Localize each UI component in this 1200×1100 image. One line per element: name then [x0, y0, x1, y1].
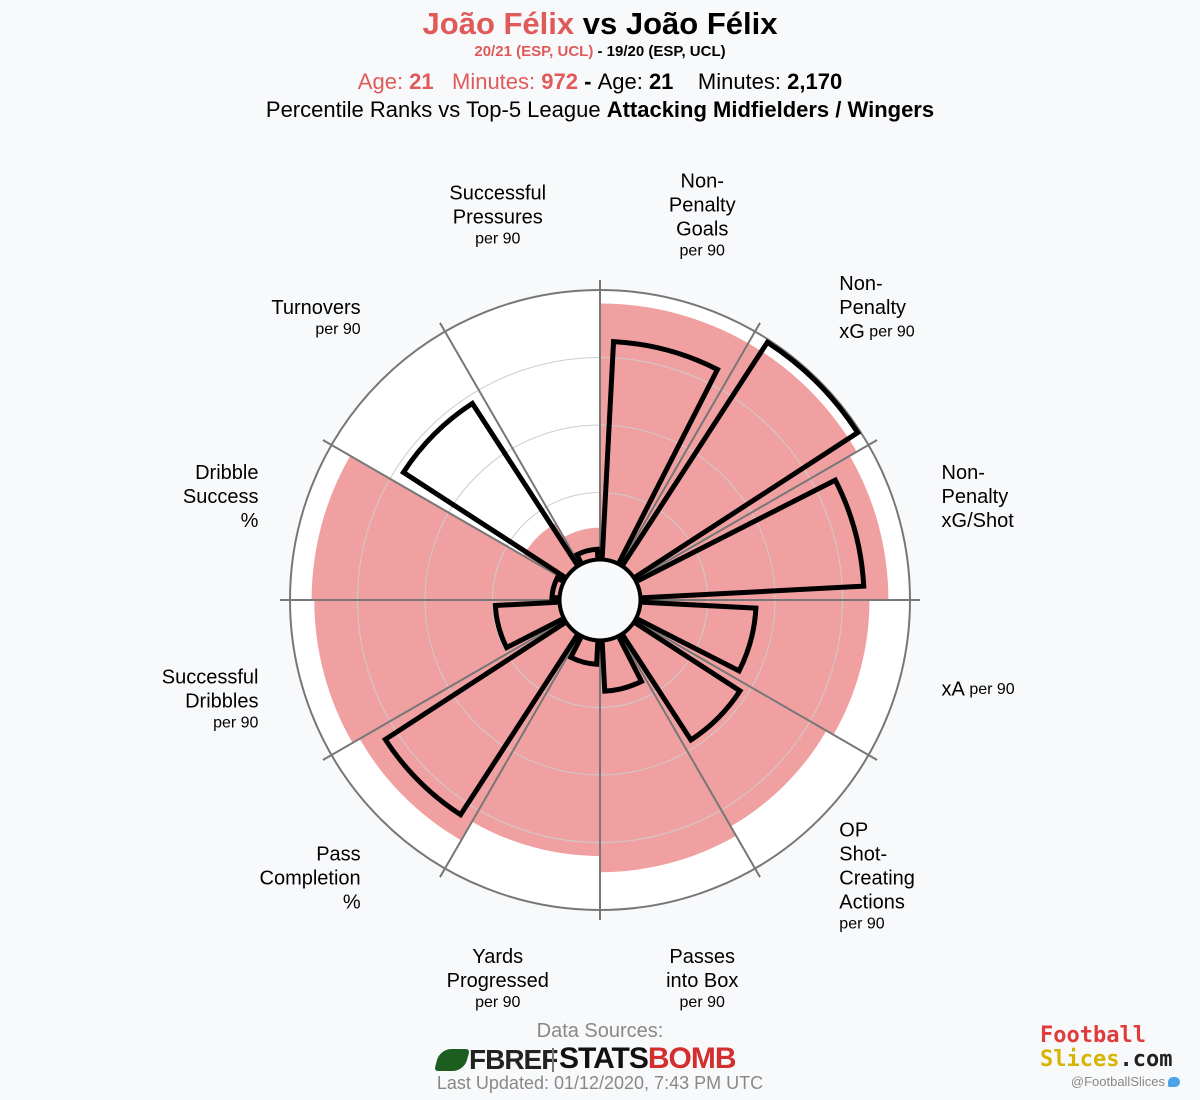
bar-series1-5: [620, 620, 827, 827]
category-label-12-line-1: Successful: [449, 183, 546, 205]
twitter-handle: @FootballSlices: [1040, 1074, 1180, 1089]
data-sources-label: Data Sources:: [536, 1020, 664, 1042]
category-label-7-line-1: Yards: [472, 946, 523, 968]
spoke-6: [619, 634, 761, 878]
category-label-3-line-3: xG/Shot: [942, 510, 1015, 532]
logo-divider: [552, 1048, 554, 1072]
fbref-ball-icon: [434, 1049, 470, 1071]
spoke-12: [439, 322, 581, 566]
player2-age: 21: [648, 69, 674, 94]
percentile-caption: Percentile Ranks vs Top-5 League Attacki…: [0, 96, 1200, 124]
title-vs: vs: [574, 6, 626, 41]
spoke-3: [634, 439, 878, 581]
chart-header: João Félix vs João Félix 20/21 (ESP, UCL…: [0, 0, 1200, 124]
category-label-5-line-4: Actions: [839, 892, 905, 914]
twitter-icon: [1168, 1077, 1180, 1087]
player1-name: João Félix: [422, 6, 575, 41]
category-label-4-line-1: xA per 90: [942, 679, 1015, 701]
category-label-1-line-2: Penalty: [669, 195, 736, 217]
bar-series1-10: [311, 455, 566, 600]
season-sep: -: [593, 43, 607, 60]
spoke-2: [619, 322, 761, 566]
fbref-logo: FBREF: [434, 1044, 558, 1076]
category-sublabel-6: per 90: [680, 994, 725, 1011]
category-label-2-line-3: xG per 90: [839, 321, 914, 343]
player1-age-label: Age:: [357, 69, 410, 94]
spoke-8: [439, 634, 581, 878]
statsbomb-logo: STATSBOMB: [559, 1042, 737, 1076]
bar-series1-7: [472, 634, 600, 856]
category-label-9-line-2: Dribbles: [185, 691, 258, 713]
category-label-10-line-1: Dribble: [195, 462, 258, 484]
category-label-10-line-3: %: [241, 510, 259, 532]
season1: 20/21 (ESP, UCL): [474, 43, 594, 60]
source-logos: FBREF STATSBOMB: [434, 1042, 767, 1076]
category-sublabel-5: per 90: [839, 916, 884, 933]
age-minutes-line: Age: 21 Minutes: 972 - Age: 21 Minutes: …: [357, 69, 843, 94]
category-label-2-line-1: Non-: [839, 273, 882, 295]
category-label-5-line-1: OP: [839, 820, 868, 842]
chart-subtitle: 20/21 (ESP, UCL) - 19/20 (ESP, UCL): [0, 42, 1200, 62]
category-label-6-line-1: Passes: [669, 946, 735, 968]
category-label-12-line-2: Pressures: [453, 207, 543, 229]
statsbomb-bomb: BOMB: [647, 1042, 737, 1075]
category-label-3-line-2: Penalty: [942, 486, 1009, 508]
player2-age-label: Age:: [597, 69, 649, 94]
fbref-text: FBREF: [469, 1044, 558, 1075]
player2-minutes: 2,170: [787, 69, 843, 94]
category-label-5-line-3: Creating: [839, 868, 915, 890]
center-hole: [558, 558, 642, 642]
last-updated: Last Updated: 01/12/2020, 7:43 PM UTC: [436, 1073, 764, 1093]
player2-minutes-label: Minutes:: [697, 69, 788, 94]
category-label-3-line-1: Non-: [942, 462, 985, 484]
bar-series1-11: [523, 523, 580, 580]
bar-series1-4: [634, 600, 870, 735]
bar-series1-3: [634, 455, 889, 600]
handle-text: @FootballSlices: [1070, 1074, 1165, 1089]
category-sublabel-4: per 90: [965, 681, 1015, 698]
category-label-10-line-2: Success: [183, 486, 259, 508]
player1-minutes-label: Minutes:: [452, 69, 542, 94]
category-sublabel-7: per 90: [475, 994, 520, 1011]
category-label-7-line-2: Progressed: [447, 970, 549, 992]
category-sublabel-1: per 90: [680, 243, 725, 260]
category-label-2-line-2: Penalty: [839, 297, 906, 319]
brand-com: .com: [1119, 1047, 1173, 1072]
bar-series1-2: [620, 343, 857, 580]
player1-minutes: 972: [541, 69, 578, 94]
category-label-11-line-1: Turnovers: [271, 297, 360, 319]
chart-title: João Félix vs João Félix: [0, 6, 1200, 42]
position-group: Attacking Midfielders / Wingers: [606, 97, 935, 122]
season2: 19/20 (ESP, UCL): [606, 43, 726, 60]
category-sublabel-9: per 90: [213, 714, 258, 731]
category-label-1-line-1: Non-: [681, 171, 724, 193]
percentile-prefix: Percentile Ranks vs Top-5 League: [265, 97, 607, 122]
footballslices-logo: Football Slices.com: [1040, 1024, 1190, 1072]
category-label-8-line-1: Pass: [316, 844, 360, 866]
category-sublabel-11: per 90: [315, 321, 360, 338]
brand-slices: Slices: [1040, 1047, 1120, 1072]
player1-age: 21: [409, 69, 434, 94]
spoke-9: [322, 619, 566, 761]
category-sublabel-2: per 90: [865, 324, 915, 341]
category-label-8-line-2: Completion: [260, 868, 361, 890]
statsbomb-stats: STATS: [559, 1042, 649, 1075]
bar-series1-12: [563, 527, 600, 566]
spoke-5: [634, 619, 878, 761]
category-sublabel-12: per 90: [475, 231, 520, 248]
spoke-11: [322, 439, 566, 581]
category-label-8-line-3: %: [343, 892, 361, 914]
category-label-1-line-3: Goals: [676, 219, 728, 241]
player2-name: João Félix: [625, 6, 778, 41]
brand-line1: Football: [1040, 1023, 1146, 1048]
category-label-5-line-2: Shot-: [839, 844, 887, 866]
bar-series1-6: [600, 634, 737, 873]
category-label-6-line-2: into Box: [666, 970, 738, 992]
category-label-9-line-1: Successful: [162, 667, 259, 689]
bar-series1-8: [359, 620, 580, 841]
